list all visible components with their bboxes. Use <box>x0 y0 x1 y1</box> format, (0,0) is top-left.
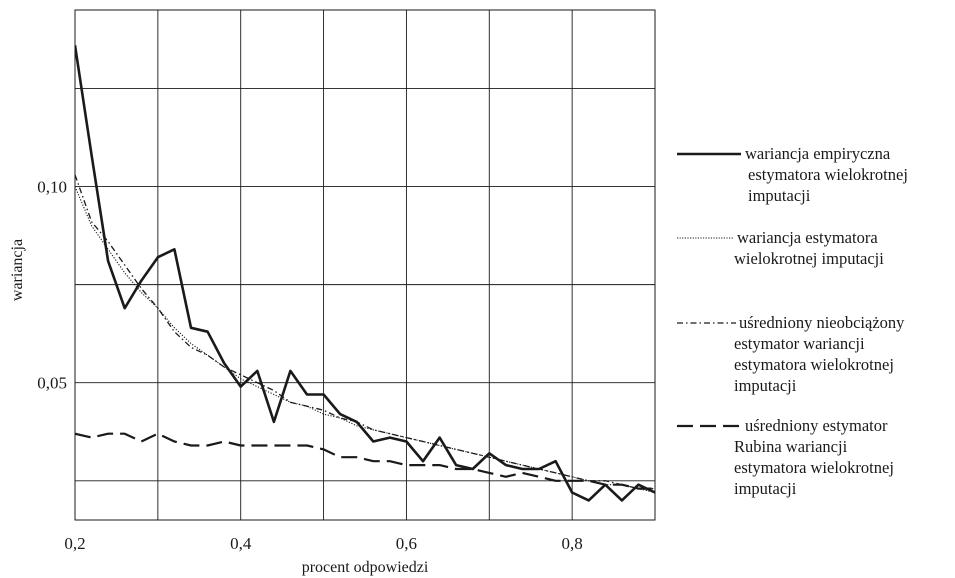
legend-label-line: uśredniony estymator <box>745 416 888 435</box>
y-tick-label: 0,05 <box>37 374 67 393</box>
legend-item-dotted: wariancja estymatora wielokrotnej imputac… <box>677 228 884 268</box>
legend: wariancja empiryczna estymatora wielokrot… <box>677 144 908 498</box>
series-lines <box>75 45 655 502</box>
legend-label-line: imputacji <box>734 376 797 395</box>
grid-lines <box>74 10 656 520</box>
legend-label-line: wielokrotnej imputacji <box>734 249 884 268</box>
series-line-dotted <box>75 186 655 494</box>
legend-label-line: estymator wariancji <box>734 334 865 353</box>
legend-label-line: Rubina wariancji <box>734 437 848 456</box>
x-axis-title: procent odpowiedzi <box>302 559 429 576</box>
legend-label-line: imputacji <box>734 479 797 498</box>
legend-label-line: wariancja estymatora <box>737 228 878 247</box>
y-tick-label: 0,10 <box>37 178 67 197</box>
series-line-solid <box>75 45 655 502</box>
x-tick-label: 0,2 <box>64 534 85 553</box>
x-tick-label: 0,4 <box>230 534 252 553</box>
legend-label-line: imputacji <box>748 186 811 205</box>
legend-label-line: uśredniony nieobciążony <box>739 313 905 332</box>
series-line-dashdot <box>75 174 655 490</box>
y-axis-title: wariancja <box>9 239 26 301</box>
plot-frame <box>74 9 656 521</box>
x-tick-label: 0,8 <box>562 534 583 553</box>
legend-label-line: wariancja empiryczna <box>745 144 891 163</box>
legend-item-longdash: uśredniony estymator Rubina wariancji esty… <box>677 416 894 498</box>
tick-labels: 0,2 0,4 0,6 0,8 0,05 0,10 <box>37 178 583 553</box>
x-tick-label: 0,6 <box>396 534 417 553</box>
legend-label-line: estymatora wielokrotnej <box>734 458 894 477</box>
legend-label-line: estymatora wielokrotnej <box>748 165 908 184</box>
series-line-longdash <box>75 432 655 490</box>
legend-item-solid: wariancja empiryczna estymatora wielokrot… <box>677 144 908 205</box>
legend-label-line: estymatora wielokrotnej <box>734 355 894 374</box>
legend-item-dashdot: uśredniony nieobciążony estymator warianc… <box>677 313 905 395</box>
